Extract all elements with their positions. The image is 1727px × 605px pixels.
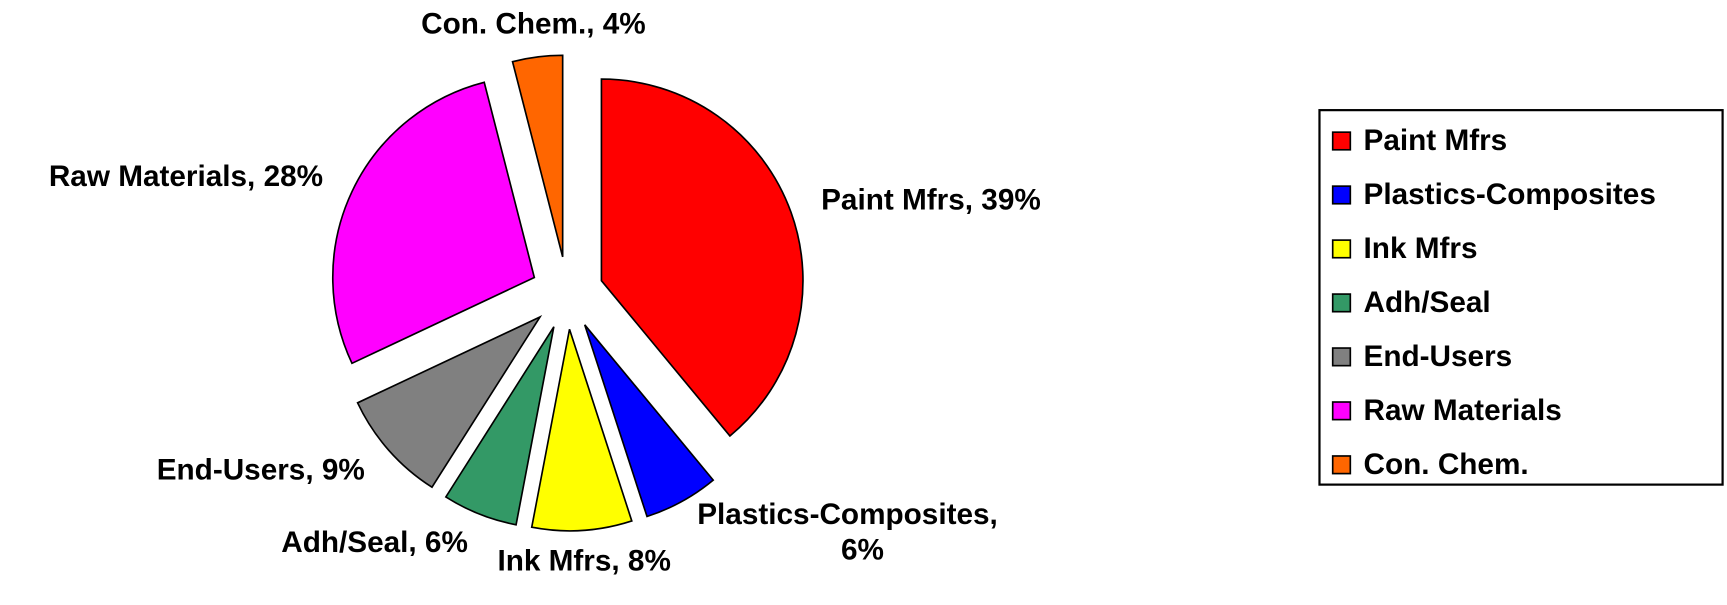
legend-label: End-Users <box>1364 340 1513 373</box>
legend-label: Con. Chem. <box>1364 448 1529 481</box>
pie-slice <box>583 324 715 518</box>
pie-slice <box>444 326 555 526</box>
data-label: Adh/Seal, 6% <box>281 526 468 559</box>
data-label-category: Adh/Seal <box>281 526 408 559</box>
data-label-category: Raw Materials <box>49 160 247 193</box>
pie-slice <box>511 54 564 258</box>
legend-label: Plastics-Composites <box>1364 178 1656 211</box>
data-label: Raw Materials, 28% <box>49 160 323 193</box>
data-label-value: 9% <box>322 453 365 486</box>
data-label-category: Con. Chem. <box>421 7 586 40</box>
legend-label: Raw Materials <box>1364 394 1562 427</box>
pie-slice <box>332 81 536 365</box>
data-label-value: 8% <box>628 544 671 577</box>
legend-swatch <box>1331 347 1352 367</box>
data-label: Paint Mfrs, 39% <box>821 183 1041 216</box>
data-label-value: 4% <box>603 7 646 40</box>
data-label-category: Ink Mfrs <box>497 544 611 577</box>
data-label-category: End-Users <box>157 453 306 486</box>
data-label: End-Users, 9% <box>157 453 365 486</box>
legend-swatch <box>1331 455 1352 475</box>
legend-swatch <box>1331 239 1352 259</box>
data-label-value: 28% <box>264 160 323 193</box>
pie-slice <box>530 328 633 532</box>
data-label: Con. Chem., 4% <box>421 7 646 40</box>
legend-label: Paint Mfrs <box>1364 124 1508 157</box>
data-label-category: Plastics-Composites <box>697 498 989 531</box>
data-label-category: Paint Mfrs <box>821 183 965 216</box>
data-label: Ink Mfrs, 8% <box>497 544 670 577</box>
data-label-value: 6% <box>425 526 468 559</box>
legend-label: Adh/Seal <box>1364 286 1491 319</box>
data-label: Plastics-Composites, 6% <box>697 498 998 566</box>
legend-box <box>1318 109 1724 486</box>
legend-swatch <box>1331 185 1352 205</box>
legend-label: Ink Mfrs <box>1364 232 1478 265</box>
pie-slice <box>356 315 543 489</box>
pie-slice <box>600 78 804 438</box>
legend-swatch <box>1331 293 1352 313</box>
legend-swatch <box>1331 131 1352 151</box>
data-label-value: 39% <box>981 183 1040 216</box>
legend-swatch <box>1331 401 1352 421</box>
data-label-value: 6% <box>841 533 884 566</box>
